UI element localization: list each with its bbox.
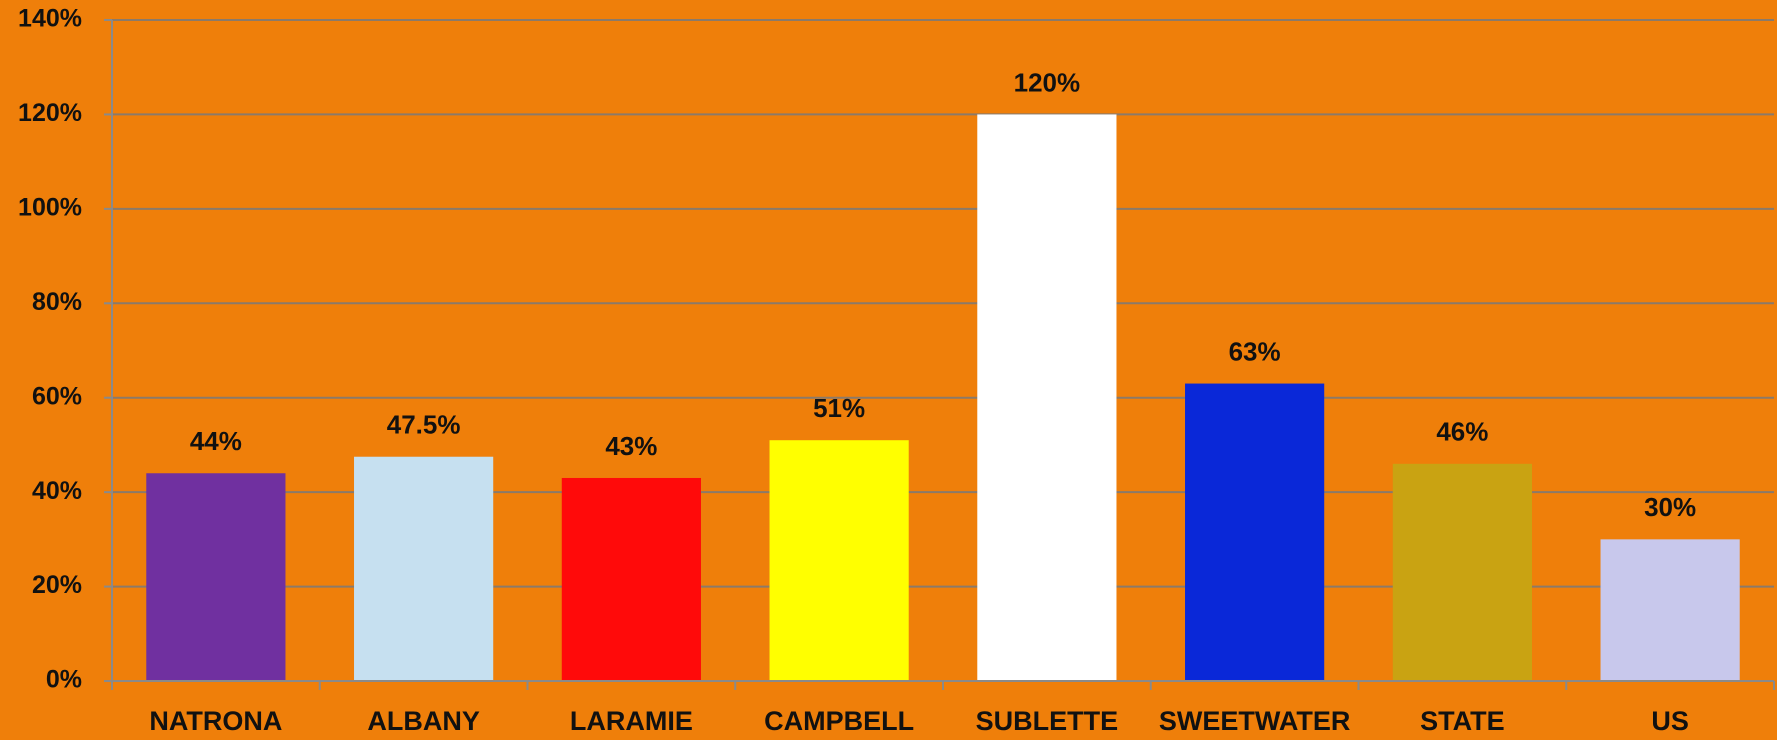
x-tick-label: NATRONA bbox=[149, 706, 282, 736]
x-tick-label: SUBLETTE bbox=[976, 706, 1119, 736]
bar bbox=[769, 440, 909, 681]
bar bbox=[1185, 383, 1325, 681]
y-tick-label: 120% bbox=[18, 99, 82, 127]
x-tick-label: LARAMIE bbox=[570, 706, 693, 736]
value-label: 63% bbox=[1229, 336, 1281, 366]
x-tick-label: ALBANY bbox=[367, 706, 480, 736]
value-label: 43% bbox=[605, 431, 657, 461]
y-tick-label: 40% bbox=[32, 477, 82, 505]
value-label: 46% bbox=[1436, 417, 1488, 447]
bar bbox=[561, 477, 701, 681]
bar bbox=[146, 473, 286, 681]
value-label: 30% bbox=[1644, 492, 1696, 522]
x-tick-label: SWEETWATER bbox=[1159, 706, 1351, 736]
value-label: 44% bbox=[190, 426, 242, 456]
bar bbox=[354, 456, 494, 681]
x-tick-label: US bbox=[1651, 706, 1689, 736]
bar bbox=[1600, 539, 1740, 681]
x-tick-label: CAMPBELL bbox=[764, 706, 914, 736]
y-tick-label: 140% bbox=[18, 5, 82, 33]
y-tick-label: 0% bbox=[46, 666, 82, 694]
bar bbox=[1392, 463, 1532, 681]
y-tick-label: 100% bbox=[18, 193, 82, 221]
y-tick-label: 60% bbox=[32, 382, 82, 410]
x-tick-label: STATE bbox=[1420, 706, 1505, 736]
value-label: 47.5% bbox=[387, 410, 461, 440]
bar bbox=[977, 114, 1117, 681]
value-label: 120% bbox=[1014, 67, 1081, 97]
value-label: 51% bbox=[813, 393, 865, 423]
y-tick-label: 80% bbox=[32, 288, 82, 316]
y-tick-label: 20% bbox=[32, 571, 82, 599]
